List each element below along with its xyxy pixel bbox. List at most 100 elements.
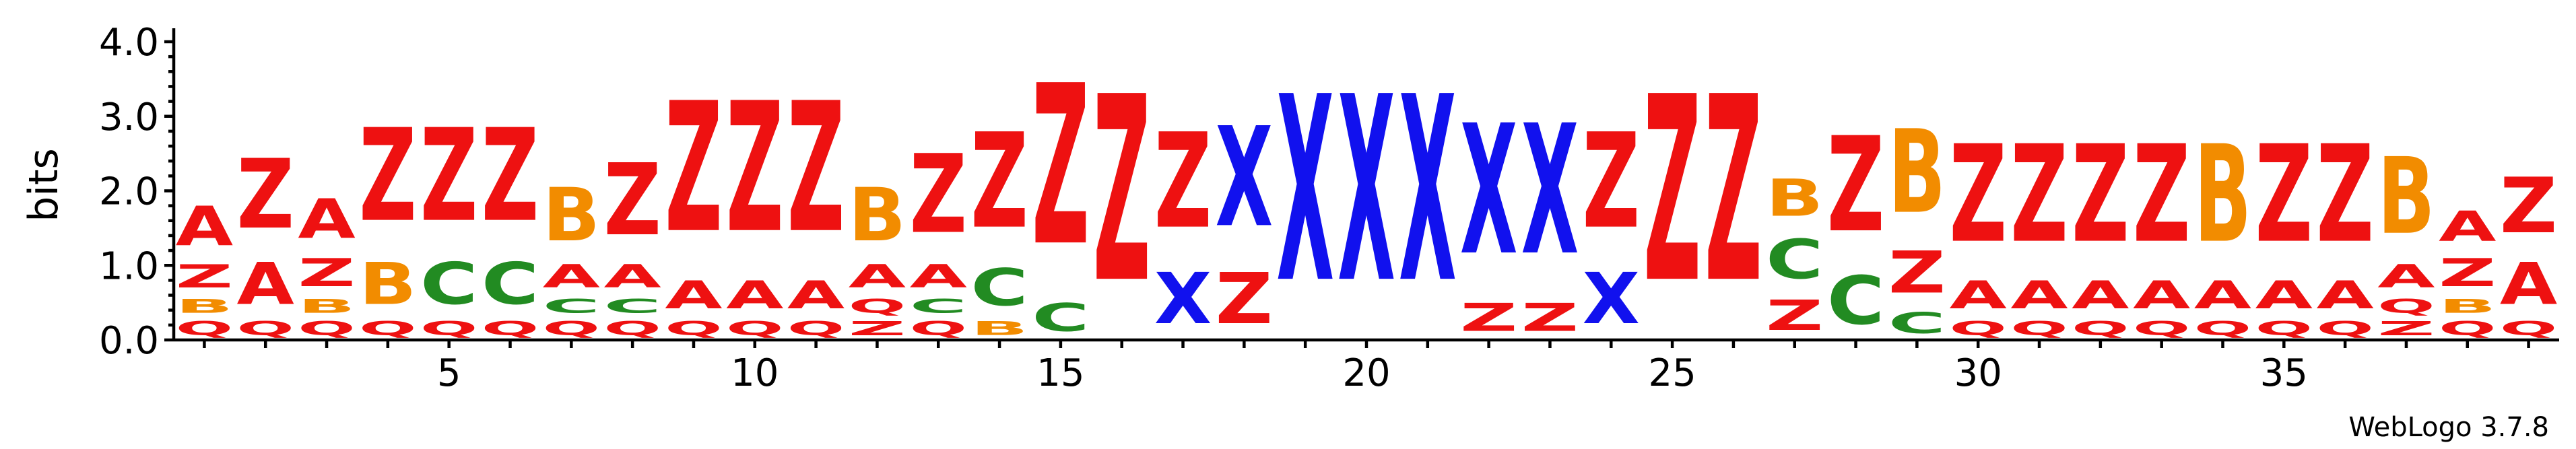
glyph-b-pos29: B	[1888, 106, 1946, 240]
glyph-q-pos13: Q	[910, 318, 967, 340]
y-tick-label: 3.0	[99, 96, 159, 139]
glyph-z-pos12: Z	[849, 318, 906, 340]
glyph-q-pos36: Q	[2316, 318, 2373, 340]
glyph-q-pos34: Q	[2194, 318, 2251, 340]
glyph-a-pos32: A	[2072, 273, 2129, 318]
glyph-z-pos28: Z	[1827, 109, 1884, 261]
glyph-b-pos37: B	[2377, 136, 2435, 258]
glyph-c-pos8: C	[603, 295, 661, 317]
glyph-z-pos3: Z	[298, 250, 355, 295]
y-tick-label: 1.0	[99, 244, 159, 288]
glyph-c-pos14: C	[970, 258, 1028, 318]
glyph-a-pos2: A	[237, 252, 294, 318]
glyph-c-pos28: C	[1827, 262, 1884, 340]
glyph-a-pos11: A	[787, 273, 845, 318]
x-tick-label: 5	[437, 351, 461, 395]
glyph-q-pos4: Q	[359, 318, 416, 340]
glyph-z-pos37: Z	[2377, 318, 2435, 340]
glyph-c-pos7: C	[543, 295, 600, 317]
glyph-q-pos11: Q	[787, 318, 845, 340]
y-tick-label: 0.0	[99, 319, 159, 363]
glyph-q-pos8: Q	[603, 318, 661, 340]
x-tick-label: 25	[1648, 351, 1696, 395]
glyph-z-pos10: Z	[726, 65, 783, 273]
glyph-x-pos19: X	[1276, 42, 1333, 339]
glyph-z-pos38: Z	[2439, 250, 2496, 295]
glyph-a-pos9: A	[665, 273, 722, 318]
glyph-a-pos31: A	[2010, 273, 2068, 318]
glyph-z-pos25: Z	[1643, 43, 1700, 339]
glyph-z-pos23: Z	[1521, 296, 1579, 340]
glyph-z-pos2: Z	[237, 139, 294, 250]
glyph-a-pos36: A	[2316, 273, 2373, 318]
glyph-b-pos4: B	[359, 251, 416, 317]
glyph-z-pos24: Z	[1583, 105, 1640, 257]
glyph-c-pos29: C	[1888, 306, 1946, 340]
x-tick-label: 30	[1954, 351, 2002, 395]
glyph-z-pos33: Z	[2133, 116, 2190, 273]
glyph-x-pos17: X	[1154, 258, 1212, 340]
y-axis-label: bits	[20, 148, 67, 222]
glyph-z-pos31: Z	[2010, 116, 2068, 273]
glyph-b-pos34: B	[2194, 117, 2251, 273]
glyph-a-pos8: A	[603, 258, 661, 296]
ticks: 0.0 1.0 2.0 3.0 4.0 5 10 15 20 25 30 35	[99, 21, 2530, 395]
glyph-q-pos35: Q	[2255, 318, 2313, 340]
glyph-a-pos3: A	[298, 187, 356, 250]
glyph-z-pos22: Z	[1460, 296, 1517, 340]
glyph-z-pos36: Z	[2316, 116, 2373, 273]
glyph-z-pos32: Z	[2072, 116, 2129, 273]
glyph-z-pos6: Z	[482, 103, 539, 251]
glyph-z-pos27: Z	[1766, 292, 1823, 340]
glyph-c-pos27: C	[1766, 228, 1823, 291]
glyph-z-pos11: Z	[787, 65, 845, 273]
glyph-z-pos35: Z	[2255, 116, 2313, 273]
glyph-q-pos30: Q	[1950, 318, 2007, 340]
glyph-x-pos18: X	[1216, 98, 1273, 258]
glyph-a-pos1: A	[176, 195, 234, 258]
glyph-b-pos27: B	[1766, 168, 1823, 228]
glyph-a-pos38: A	[2439, 203, 2496, 251]
glyph-c-pos15: C	[1032, 296, 1089, 340]
glyph-a-pos30: A	[1950, 273, 2007, 318]
glyph-q-pos6: Q	[482, 318, 539, 340]
glyph-q-pos39: Q	[2500, 318, 2557, 340]
glyph-b-pos1: B	[176, 296, 233, 318]
glyph-q-pos7: Q	[543, 318, 600, 340]
glyph-x-pos22: X	[1460, 86, 1517, 294]
glyph-q-pos2: Q	[237, 318, 294, 340]
glyph-q-pos33: Q	[2133, 318, 2190, 340]
glyph-z-pos8: Z	[603, 143, 661, 258]
glyph-q-pos9: Q	[665, 318, 722, 340]
glyph-z-pos1: Z	[176, 258, 233, 296]
glyph-c-pos5: C	[420, 251, 477, 318]
glyph-z-pos4: Z	[359, 103, 416, 251]
glyph-x-pos20: X	[1337, 42, 1395, 339]
glyph-a-pos35: A	[2255, 273, 2313, 318]
glyph-a-pos34: A	[2194, 273, 2251, 318]
weblogo-credit: WebLogo 3.7.8	[2348, 412, 2549, 443]
glyph-z-pos9: Z	[665, 65, 722, 273]
glyph-z-pos5: Z	[420, 103, 477, 251]
glyph-c-pos6: C	[482, 251, 539, 318]
glyph-x-pos23: X	[1521, 86, 1579, 294]
x-tick-label: 35	[2260, 351, 2308, 395]
glyph-z-pos15: Z	[1032, 38, 1089, 294]
glyph-q-pos38: Q	[2439, 318, 2496, 340]
glyph-q-pos12: Q	[849, 296, 906, 318]
glyph-q-pos10: Q	[726, 318, 783, 340]
glyph-z-pos17: Z	[1154, 105, 1212, 257]
glyph-c-pos13: C	[910, 295, 967, 317]
glyph-a-pos7: A	[543, 258, 601, 296]
glyph-z-pos16: Z	[1093, 43, 1150, 339]
glyph-q-pos1: Q	[176, 318, 233, 340]
glyph-a-pos33: A	[2133, 273, 2190, 318]
y-tick-label: 4.0	[99, 21, 159, 65]
glyph-q-pos32: Q	[2072, 318, 2129, 340]
glyph-z-pos26: Z	[1705, 43, 1762, 339]
glyph-a-pos13: A	[910, 258, 968, 296]
glyph-a-pos10: A	[726, 273, 783, 318]
glyph-a-pos12: A	[849, 258, 906, 296]
glyph-z-pos13: Z	[910, 132, 967, 258]
